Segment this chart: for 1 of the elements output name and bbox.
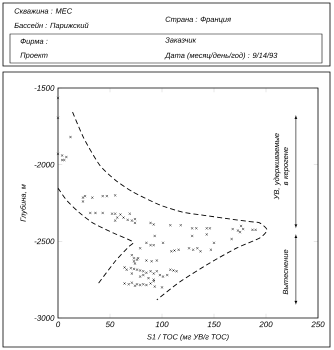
line-series [72, 112, 268, 300]
